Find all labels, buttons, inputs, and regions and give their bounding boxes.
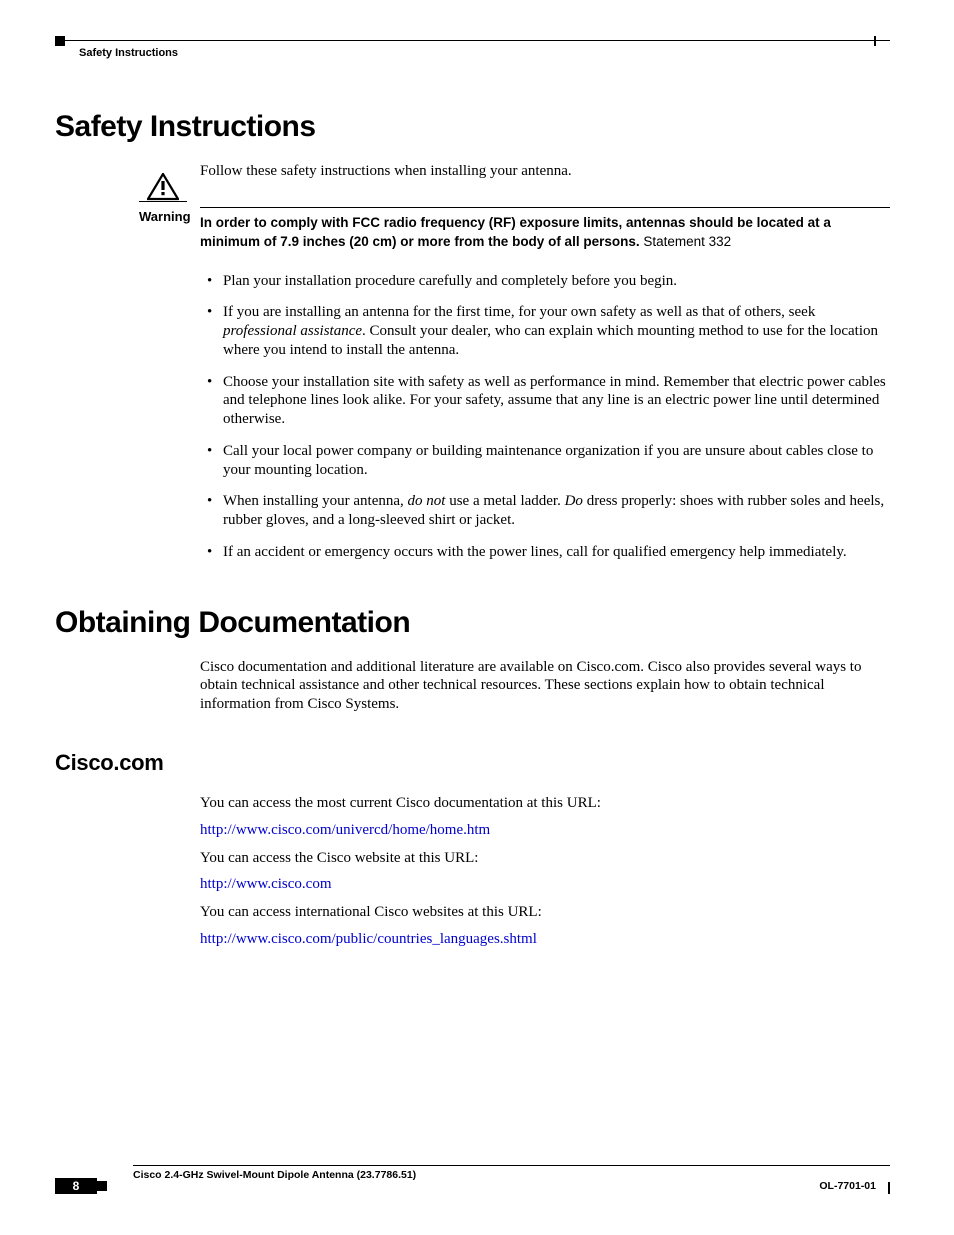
bullet-em: professional assistance (223, 323, 362, 339)
page-number: 8 (55, 1178, 97, 1194)
docs-p1: You can access the most current Cisco do… (200, 794, 890, 813)
warning-block: Warning In order to comply with FCC radi… (55, 207, 890, 252)
footer-tick (888, 1182, 890, 1194)
list-item: Call your local power company or buildin… (223, 442, 890, 480)
bullet-em: Do (565, 493, 583, 509)
list-item: When installing your antenna, do not use… (223, 492, 890, 530)
warning-icon-rule (139, 201, 187, 202)
footer-rule (133, 1165, 890, 1166)
header-marker (55, 36, 65, 46)
header-tick (874, 36, 876, 46)
subsection-title-ciscocom: Cisco.com (55, 750, 890, 776)
list-item: Choose your installation site with safet… (223, 373, 890, 429)
warning-rule (200, 207, 890, 208)
bullet-text: When installing your antenna, (223, 493, 408, 509)
warning-statement: Statement 332 (643, 234, 731, 249)
docs-intro: Cisco documentation and additional liter… (200, 658, 890, 714)
warning-icon (147, 173, 179, 201)
docs-p3: You can access international Cisco websi… (200, 903, 890, 922)
bullet-text: use a metal ladder. (445, 493, 564, 509)
link-countries[interactable]: http://www.cisco.com/public/countries_la… (200, 931, 537, 947)
link-cisco[interactable]: http://www.cisco.com (200, 876, 332, 892)
warning-text: In order to comply with FCC radio freque… (200, 214, 890, 252)
safety-bullets: Plan your installation procedure careful… (223, 272, 890, 562)
footer-doc-title: Cisco 2.4-GHz Swivel-Mount Dipole Antenn… (133, 1169, 416, 1181)
warning-bold: In order to comply with FCC radio freque… (200, 215, 831, 249)
safety-intro: Follow these safety instructions when in… (200, 162, 890, 181)
running-head: Safety Instructions (79, 47, 178, 59)
section-title-safety: Safety Instructions (55, 110, 890, 144)
page-header: Safety Instructions (55, 40, 890, 62)
warning-label: Warning (139, 209, 191, 224)
doc-id: OL-7701-01 (819, 1180, 876, 1192)
docs-p2: You can access the Cisco website at this… (200, 849, 890, 868)
list-item: If you are installing an antenna for the… (223, 303, 890, 359)
list-item: If an accident or emergency occurs with … (223, 543, 890, 562)
bullet-em: do not (408, 493, 446, 509)
section-title-docs: Obtaining Documentation (55, 606, 890, 640)
link-univercd[interactable]: http://www.cisco.com/univercd/home/home.… (200, 822, 490, 838)
list-item: Plan your installation procedure careful… (223, 272, 890, 291)
bullet-text: If you are installing an antenna for the… (223, 304, 815, 320)
